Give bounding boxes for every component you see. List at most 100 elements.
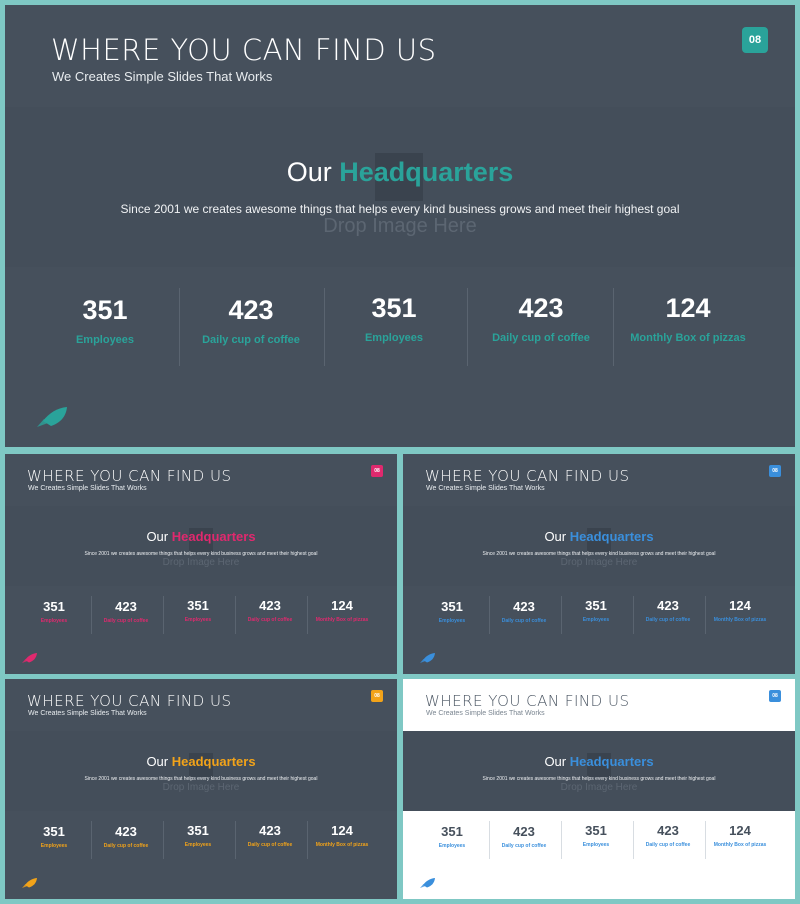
stat-divider (235, 821, 236, 859)
slide-subtitle: We Creates Simple Slides That Works (52, 69, 273, 84)
headquarters-title: Our Headquarters (403, 754, 795, 769)
drop-image-text: Drop Image Here (560, 782, 638, 793)
stat-label: Daily cup of coffee (103, 618, 149, 624)
stat-label: Daily cup of coffee (501, 843, 547, 849)
headquarters-title: Our Headquarters (5, 754, 397, 769)
headquarters-prefix: Our (146, 754, 169, 769)
stat-value: 351 (441, 824, 463, 839)
page-number-badge: 08 (371, 465, 383, 477)
headquarters-description: Since 2001 we creates awesome things tha… (84, 551, 318, 557)
page-number-badge: 08 (769, 690, 781, 702)
stat-label: Employees (364, 332, 424, 344)
stat-label: Employees (40, 843, 68, 849)
stat-item: 423 Daily cup of coffee (91, 599, 161, 624)
stat-value: 124 (331, 598, 353, 613)
rocket-icon (22, 878, 37, 888)
stat-divider (324, 288, 325, 366)
stat-item: 351 Employees (19, 824, 89, 849)
stat-label: Daily cup of coffee (202, 334, 300, 346)
stat-label: Monthly Box of pizzas (315, 842, 369, 848)
image-placeholder[interactable] (375, 153, 423, 201)
stat-value: 351 (187, 823, 209, 838)
stat-item: 351 Employees (561, 598, 631, 623)
stat-label: Monthly Box of pizzas (713, 617, 767, 623)
stat-label: Daily cup of coffee (501, 618, 547, 624)
stat-value: 351 (585, 598, 607, 613)
headquarters-description: Since 2001 we creates awesome things tha… (120, 202, 680, 216)
header-background (403, 679, 795, 731)
stat-label: Employees (184, 842, 212, 848)
headquarters-prefix: Our (146, 529, 169, 544)
drop-image-text: Drop Image Here (560, 557, 638, 568)
headquarters-accent: Headquarters (339, 157, 514, 187)
headquarters-title: Our Headquarters (5, 157, 795, 188)
headquarters-accent: Headquarters (171, 529, 256, 544)
stat-label: Employees (184, 617, 212, 623)
slide-variant-blue: WHERE YOU CAN FIND US We Creates Simple S… (403, 454, 795, 674)
stat-divider (179, 288, 180, 366)
stat-label: Daily cup of coffee (247, 842, 293, 848)
stat-divider (489, 596, 490, 634)
stats-row (403, 811, 795, 899)
rocket-icon (420, 653, 435, 663)
stat-divider (91, 596, 92, 634)
stat-divider (307, 596, 308, 634)
stat-value: 423 (513, 824, 535, 839)
stat-divider (705, 821, 706, 859)
rocket-icon (22, 653, 37, 663)
stat-divider (235, 596, 236, 634)
stat-item: 423 Daily cup of coffee (633, 598, 703, 623)
headquarters-prefix: Our (544, 754, 567, 769)
slide-title: WHERE YOU CAN FIND US (425, 692, 630, 710)
stat-label: Monthly Box of pizzas (713, 842, 767, 848)
image-placeholder[interactable] (189, 753, 213, 777)
stat-value: 423 (657, 823, 679, 838)
headquarters-prefix: Our (544, 529, 567, 544)
stats-row (5, 586, 397, 674)
image-placeholder[interactable] (587, 528, 611, 552)
stat-divider (613, 288, 614, 366)
stat-item: 124 Monthly Box of pizzas (705, 823, 775, 848)
stat-item: 351 Employees (45, 295, 165, 346)
headquarters-title: Our Headquarters (403, 529, 795, 544)
stat-value: 423 (228, 295, 274, 325)
stat-item: 423 Daily cup of coffee (489, 824, 559, 849)
stat-label: Daily cup of coffee (247, 617, 293, 623)
stat-value: 351 (441, 599, 463, 614)
headquarters-prefix: Our (286, 157, 332, 187)
slide-variant-pink: WHERE YOU CAN FIND US We Creates Simple S… (5, 454, 397, 674)
slide-title: WHERE YOU CAN FIND US (27, 467, 232, 485)
headquarters-accent: Headquarters (569, 754, 654, 769)
stat-divider (633, 821, 634, 859)
headquarters-accent: Headquarters (171, 754, 256, 769)
headquarters-description: Since 2001 we creates awesome things tha… (482, 776, 716, 782)
stat-value: 351 (82, 295, 128, 325)
slide-subtitle: We Creates Simple Slides That Works (28, 710, 147, 717)
stat-value: 423 (657, 598, 679, 613)
stat-divider (489, 821, 490, 859)
stat-item: 124 Monthly Box of pizzas (307, 598, 377, 623)
stat-value: 124 (665, 293, 711, 323)
stat-item: 351 Employees (334, 293, 454, 344)
stat-value: 423 (518, 293, 564, 323)
stat-item: 351 Employees (163, 823, 233, 848)
stat-label: Daily cup of coffee (492, 332, 590, 344)
stat-item: 351 Employees (561, 823, 631, 848)
slide-subtitle: We Creates Simple Slides That Works (426, 485, 545, 492)
slide-subtitle: We Creates Simple Slides That Works (426, 710, 545, 717)
stat-value: 351 (585, 823, 607, 838)
stat-label: Daily cup of coffee (645, 617, 691, 623)
stat-divider (561, 596, 562, 634)
drop-image-text: Drop Image Here (323, 215, 477, 237)
image-placeholder[interactable] (587, 753, 611, 777)
stat-label: Employees (582, 842, 610, 848)
stat-label: Employees (438, 843, 466, 849)
stat-item: 124 Monthly Box of pizzas (307, 823, 377, 848)
stat-label: Monthly Box of pizzas (315, 617, 369, 623)
image-placeholder[interactable] (189, 528, 213, 552)
headquarters-description: Since 2001 we creates awesome things tha… (84, 776, 318, 782)
stat-label: Employees (438, 618, 466, 624)
stat-item: 423 Daily cup of coffee (235, 598, 305, 623)
stat-label: Employees (582, 617, 610, 623)
stat-divider (561, 821, 562, 859)
